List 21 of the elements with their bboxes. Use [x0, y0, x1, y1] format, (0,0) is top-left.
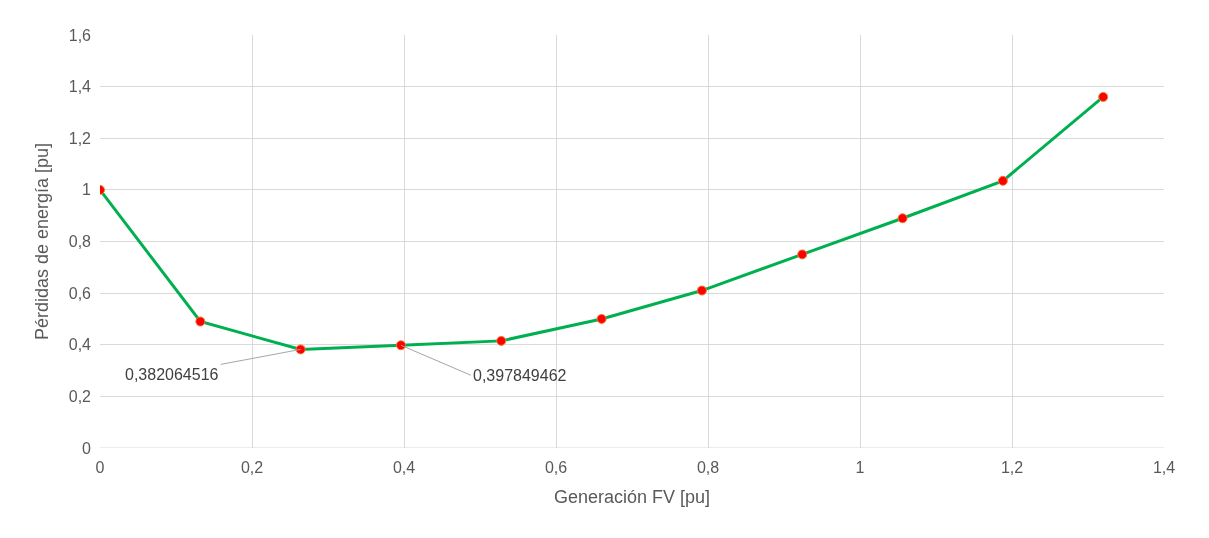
y-tick-label: 1,2 — [68, 129, 92, 147]
x-tick-label: 0,4 — [392, 459, 416, 476]
y-tick-label: 1,6 — [68, 26, 92, 44]
y-tick-label: 0 — [82, 439, 92, 457]
x-tick-label: 0 — [95, 459, 105, 476]
annotation: 0,397849462 — [473, 367, 567, 384]
y-tick-label: 0,6 — [68, 284, 92, 302]
x-axis-title: Generación FV [pu] — [553, 487, 711, 508]
x-tick-label: 1 — [855, 459, 865, 476]
x-tick-label: 0,2 — [240, 459, 264, 476]
y-tick-label: 0,2 — [68, 387, 92, 405]
y-tick-label: 1,4 — [68, 78, 92, 96]
x-tick-label: 1,4 — [1152, 459, 1176, 476]
y-tick-label: 0,8 — [68, 233, 92, 251]
y-axis-title: Pérdidas de energía [pu] — [31, 142, 52, 341]
annotation: 0,382064516 — [125, 366, 219, 383]
x-tick-label: 0,6 — [544, 459, 568, 476]
y-tick-label: 0,4 — [68, 336, 92, 354]
x-tick-label: 0,8 — [696, 459, 720, 476]
x-tick-label: 1,2 — [1000, 459, 1024, 476]
y-tick-label: 1 — [82, 181, 92, 199]
